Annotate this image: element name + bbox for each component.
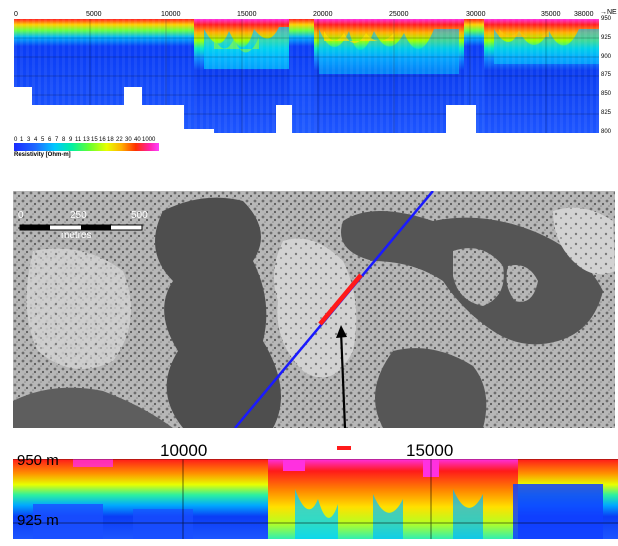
- y-tick-label: 950: [601, 16, 612, 22]
- scale-label: 250: [70, 210, 87, 221]
- colorbar-label: 1: [20, 137, 24, 143]
- x-tick-label: 5000: [86, 11, 102, 18]
- y-tick-label: 875: [601, 72, 612, 78]
- x-tick-label: 15000: [406, 441, 454, 460]
- colorbar-title: Resistivity [Ohm-m]: [14, 152, 71, 158]
- colorbar-label: 3: [27, 137, 31, 143]
- y-tick-label: 800: [601, 129, 612, 135]
- colorbar-label: 16: [99, 137, 106, 143]
- colorbar-label: 6: [48, 137, 52, 143]
- colorbar-label: 40: [134, 137, 141, 143]
- x-tick-label: 25000: [389, 11, 409, 18]
- x-tick-label: 35000: [541, 11, 561, 18]
- colorbar-label: 30: [125, 137, 132, 143]
- scale-unit: metres: [61, 230, 92, 241]
- colorbar-label: 15: [91, 137, 98, 143]
- y-tick-label: 850: [601, 91, 612, 97]
- colorbar-label: 11: [75, 137, 82, 143]
- resistivity-colorbar: [14, 143, 159, 151]
- elevation-label: 925 m: [17, 512, 59, 529]
- y-tick-label: 825: [601, 110, 612, 116]
- zoomed-resistivity-plot: [13, 459, 618, 539]
- colorbar-label: 18: [107, 137, 114, 143]
- colorbar-label: 13: [83, 137, 90, 143]
- colorbar-label: 8: [62, 137, 66, 143]
- x-tick-label: 10000: [160, 441, 208, 460]
- aerial-photo-image: [13, 191, 615, 428]
- scale-label: 0: [18, 210, 24, 221]
- colorbar-label: 1000: [142, 137, 156, 143]
- scale-label: 500: [131, 210, 148, 221]
- y-tick-label: 925: [601, 35, 612, 41]
- y-tick-label: 900: [601, 54, 612, 60]
- x-tick-label: 0: [14, 11, 18, 18]
- x-tick-label: 15000: [237, 11, 257, 18]
- x-tick-label: 30000: [466, 11, 486, 18]
- resistivity-section-plot: [14, 19, 599, 133]
- arrow-head: [336, 325, 347, 338]
- colorbar-label: 22: [116, 137, 123, 143]
- colorbar-label: 0: [14, 137, 18, 143]
- highlight-segment: [318, 273, 363, 326]
- colorbar-label: 5: [41, 137, 45, 143]
- elevation-label: 950 m: [17, 452, 59, 469]
- x-tick-label: 38000: [574, 11, 594, 18]
- x-axis-unit: →NE: [600, 9, 617, 16]
- highlight-marker: [337, 446, 351, 450]
- colorbar-label: 9: [69, 137, 73, 143]
- scale-bar: [19, 224, 143, 231]
- x-tick-label: 10000: [161, 11, 181, 18]
- colorbar-label: 4: [34, 137, 38, 143]
- colorbar-label: 7: [55, 137, 59, 143]
- x-tick-label: 20000: [313, 11, 333, 18]
- aerial-photo-map: 0 250 500 metres: [13, 191, 615, 428]
- pointer-arrow: [339, 330, 347, 428]
